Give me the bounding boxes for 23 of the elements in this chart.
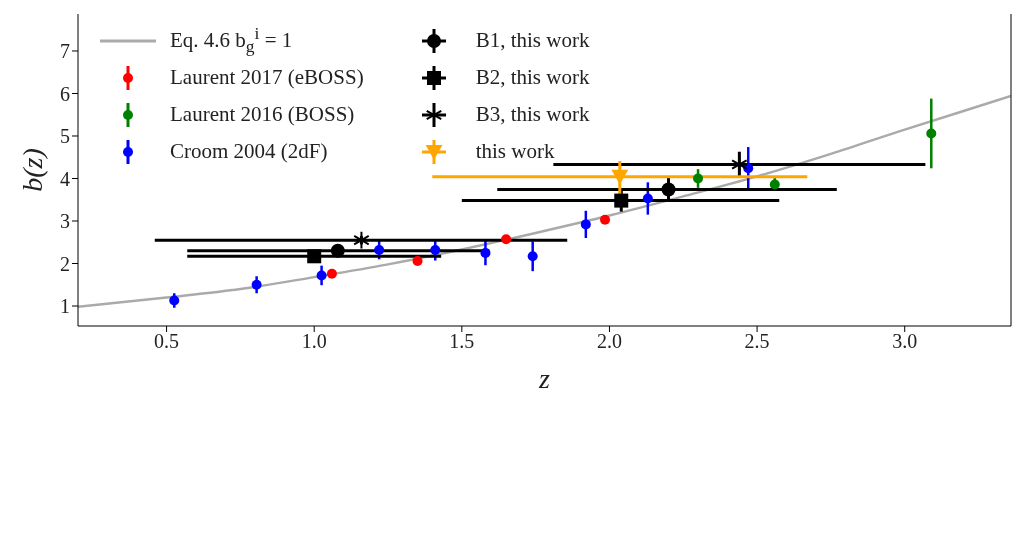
legend-label: B3, this work [475, 102, 590, 127]
legend-label: B2, this work [475, 65, 590, 90]
legend-label: Croom 2004 (2dF) [170, 139, 328, 164]
y-tick-label: 4 [60, 167, 70, 190]
x-axis-title: z [538, 363, 551, 394]
x-tick-label: 0.5 [154, 330, 180, 353]
y-tick-label: 3 [60, 210, 70, 233]
legend-label: Laurent 2016 (BOSS) [170, 102, 355, 127]
y-tick-label: 1 [60, 295, 70, 318]
y-tick-label: 2 [60, 252, 70, 275]
legend-label: this work [475, 139, 555, 164]
x-tick-label: 2.0 [596, 330, 622, 353]
legend-label: Laurent 2017 (eBOSS) [170, 65, 364, 90]
y-tick-label: 7 [60, 40, 70, 63]
x-tick-label: 1.0 [301, 330, 327, 353]
x-tick-label: 1.5 [449, 330, 475, 353]
y-tick-label: 6 [60, 82, 70, 105]
y-axis-title: b(z) [16, 148, 48, 192]
y-tick-label: 5 [60, 125, 70, 148]
x-tick-label: 2.5 [744, 330, 770, 353]
x-tick-label: 3.0 [892, 330, 918, 353]
legend-label: B1, this work [475, 28, 590, 53]
legend-label: Eq. 4.6 b$_{g}$$^{i}$ = 1 [170, 23, 293, 58]
